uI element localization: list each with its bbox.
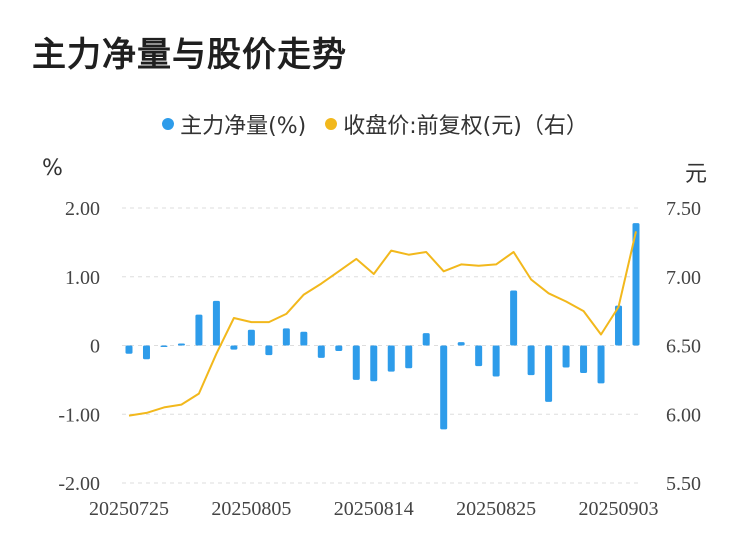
net-volume-bar (562, 345, 570, 368)
net-volume-bar (212, 300, 220, 346)
y-left-tick-label: 2.00 (65, 198, 100, 220)
net-volume-bar (142, 345, 150, 360)
net-volume-bar (247, 329, 255, 346)
net-volume-bar (230, 345, 238, 350)
net-volume-bar (475, 345, 483, 367)
y-right-tick-label: 7.50 (666, 198, 701, 220)
x-tick-label: 20250805 (211, 498, 291, 520)
y-left-tick-label: 1.00 (65, 267, 100, 289)
y-right-tick-label: 7.00 (666, 267, 701, 289)
net-volume-bar (527, 345, 535, 376)
y-left-tick-label: -1.00 (58, 404, 100, 426)
net-volume-bar (265, 345, 273, 356)
right-axis-unit: 元 (685, 162, 708, 187)
net-volume-bar (335, 345, 343, 351)
net-volume-bar (195, 314, 203, 346)
x-tick-label: 20250825 (456, 498, 536, 520)
net-volume-bar (422, 333, 430, 346)
net-volume-bar (597, 345, 605, 384)
close-price-line (128, 231, 637, 417)
net-volume-bar (125, 345, 133, 354)
net-volume-bar (300, 331, 308, 346)
legend-line-marker-icon (325, 118, 338, 130)
net-volume-bar (580, 345, 588, 373)
left-axis-unit: % (42, 156, 63, 181)
net-volume-bar (370, 345, 378, 382)
net-volume-bar (282, 328, 290, 346)
net-volume-bar (615, 305, 623, 346)
net-volume-bar (510, 290, 518, 346)
y-left-tick-label: 0 (90, 336, 100, 358)
net-volume-bar (405, 345, 413, 369)
y-right-tick-label: 5.50 (666, 473, 701, 495)
y-right-tick-label: 6.00 (666, 404, 701, 426)
legend-label-close-price: 收盘价:前复权(元)（右） (343, 114, 588, 139)
net-volume-bar (492, 345, 500, 377)
net-volume-bar (160, 345, 168, 347)
net-volume-bar (545, 345, 553, 402)
x-tick-label: 20250814 (334, 498, 414, 520)
legend-label-net-volume: 主力净量(%) (180, 114, 307, 139)
legend-item-net-volume[interactable]: 主力净量(%) (162, 108, 306, 140)
y-left-tick-label: -2.00 (58, 473, 100, 495)
legend: 主力净量(%) 收盘价:前复权(元)（右） (0, 108, 750, 140)
net-volume-bar (352, 345, 360, 380)
net-volume-bar (632, 223, 640, 346)
net-volume-bar (387, 345, 395, 372)
net-volume-bar (440, 345, 448, 430)
x-tick-label: 20250903 (579, 498, 659, 520)
net-volume-bar (177, 343, 185, 346)
legend-bar-marker-icon (162, 118, 175, 130)
chart-title: 主力净量与股价走势 (32, 35, 347, 75)
y-right-tick-label: 6.50 (666, 336, 701, 358)
x-tick-label: 20250725 (89, 498, 169, 520)
legend-item-close-price[interactable]: 收盘价:前复权(元)（右） (325, 108, 588, 140)
net-volume-bar (457, 342, 465, 346)
net-volume-bar (317, 345, 325, 358)
